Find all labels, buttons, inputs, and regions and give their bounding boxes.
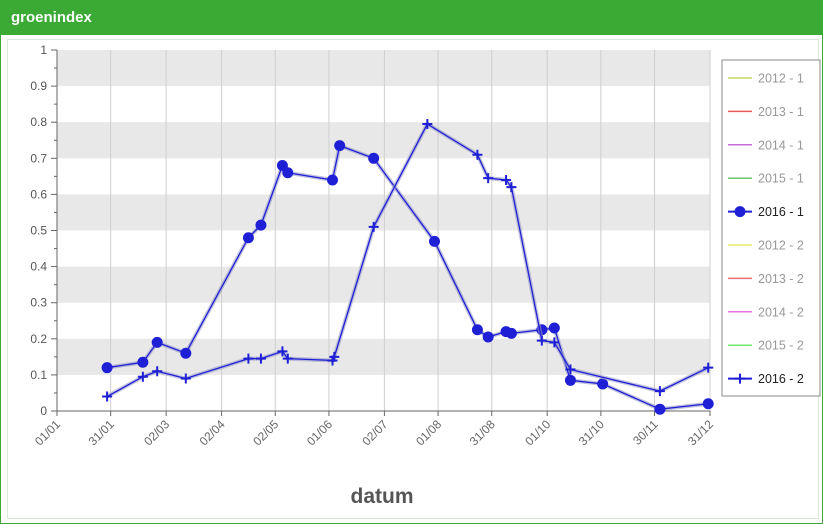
data-point-plus xyxy=(180,373,191,384)
data-point-plus xyxy=(483,173,494,184)
data-point-plus xyxy=(243,353,254,364)
x-axis-label: datum xyxy=(351,485,414,508)
legend-label: 2013 - 2 xyxy=(758,272,804,286)
y-tick-label: 0.5 xyxy=(30,224,47,238)
data-point-plus xyxy=(565,364,576,375)
y-tick-label: 0 xyxy=(40,404,47,418)
data-point-plus xyxy=(536,335,547,346)
x-tick-label: 01/08 xyxy=(413,417,444,448)
data-point-plus xyxy=(277,346,288,357)
data-point-plus xyxy=(282,353,293,364)
data-point-plus xyxy=(506,182,517,193)
data-point-plus xyxy=(501,174,512,185)
data-point-plus xyxy=(422,119,433,130)
y-tick-label: 0.9 xyxy=(30,79,47,93)
legend-label: 2015 - 2 xyxy=(758,339,804,353)
data-point-plus xyxy=(703,362,714,373)
data-point-circle xyxy=(654,403,666,415)
grid-band xyxy=(57,50,710,87)
y-tick-label: 0.7 xyxy=(30,151,47,165)
x-tick-label: 31/08 xyxy=(467,417,498,448)
data-point-circle xyxy=(101,362,113,374)
data-point-circle xyxy=(151,336,163,348)
grid-band xyxy=(57,266,710,303)
grid-band xyxy=(57,194,710,231)
data-point-circle xyxy=(482,331,494,343)
y-tick-label: 0.4 xyxy=(30,260,47,274)
x-tick-label: 02/04 xyxy=(197,417,228,448)
y-tick-label: 0.2 xyxy=(30,332,47,346)
data-point-plus xyxy=(152,366,163,377)
grid-bands xyxy=(57,50,710,375)
x-tick-label: 01/01 xyxy=(32,417,63,448)
data-point-plus xyxy=(368,221,379,232)
data-point-circle xyxy=(702,398,714,410)
legend-label: 2013 - 1 xyxy=(758,105,804,119)
data-point-circle xyxy=(597,378,609,390)
legend-label: 2015 - 1 xyxy=(758,172,804,186)
legend-label: 2014 - 2 xyxy=(758,305,804,319)
legend-label: 2012 - 2 xyxy=(758,239,804,253)
legend-marker-circle xyxy=(734,206,746,218)
data-point-plus xyxy=(654,386,665,397)
data-point-circle xyxy=(471,324,483,336)
legend-label: 2012 - 1 xyxy=(758,72,804,86)
legend-label: 2016 - 2 xyxy=(758,372,804,386)
x-tick-label: 30/11 xyxy=(630,417,661,448)
x-tick-label: 02/05 xyxy=(250,417,281,448)
y-tick-label: 0.3 xyxy=(30,296,47,310)
x-tick-labels: 01/01 31/01 02/03 02/04 02/05 01/06 02/07 01/08… xyxy=(32,417,716,448)
x-tick-label: 02/03 xyxy=(141,417,172,448)
x-tick-label: 02/07 xyxy=(359,417,390,448)
data-point-circle xyxy=(242,232,254,244)
legend-marker-plus xyxy=(735,373,745,384)
data-point-circle xyxy=(564,374,576,386)
y-tick-label: 0.1 xyxy=(30,368,47,382)
data-point-circle xyxy=(505,327,517,339)
legend: 2012 - 1 2013 - 1 2014 - 1 2015 - 1 2016 - 1… xyxy=(721,59,821,397)
y-tick-label: 0.6 xyxy=(30,187,47,201)
series-layer xyxy=(101,119,714,415)
data-point-circle xyxy=(428,235,440,247)
x-tick-label: 31/01 xyxy=(86,417,117,448)
panel-title: groenindex xyxy=(11,9,92,26)
data-point-circle xyxy=(282,167,294,179)
axes xyxy=(51,49,711,416)
y-tick-labels: 0 0.1 0.2 0.3 0.4 0.5 0.6 0.7 0.8 0.9 1 xyxy=(30,43,47,418)
data-point-plus xyxy=(549,337,560,348)
legend-label: 2014 - 1 xyxy=(758,138,804,152)
data-point-circle xyxy=(255,219,267,231)
data-point-plus xyxy=(329,351,340,362)
data-point-circle xyxy=(334,140,346,152)
data-point-plus xyxy=(137,371,148,382)
data-point-circle xyxy=(137,356,149,368)
data-point-circle xyxy=(327,174,339,186)
x-tick-label: 01/06 xyxy=(304,417,335,448)
data-point-circle xyxy=(548,322,560,334)
data-point-circle xyxy=(368,152,380,164)
x-tick-label: 31/10 xyxy=(576,417,607,448)
legend-label: 2016 - 1 xyxy=(758,205,804,219)
data-point-plus xyxy=(472,149,483,160)
y-tick-label: 1 xyxy=(40,43,47,57)
x-tick-label: 01/10 xyxy=(522,417,553,448)
x-tick-label: 31/12 xyxy=(685,417,716,448)
grid-band xyxy=(57,122,710,159)
data-point-plus xyxy=(102,391,113,402)
panel-header: groenindex xyxy=(1,1,822,35)
y-tick-label: 0.8 xyxy=(30,115,47,129)
legend-box xyxy=(721,59,821,397)
data-point-circle xyxy=(180,347,192,359)
data-point-plus xyxy=(255,353,266,364)
